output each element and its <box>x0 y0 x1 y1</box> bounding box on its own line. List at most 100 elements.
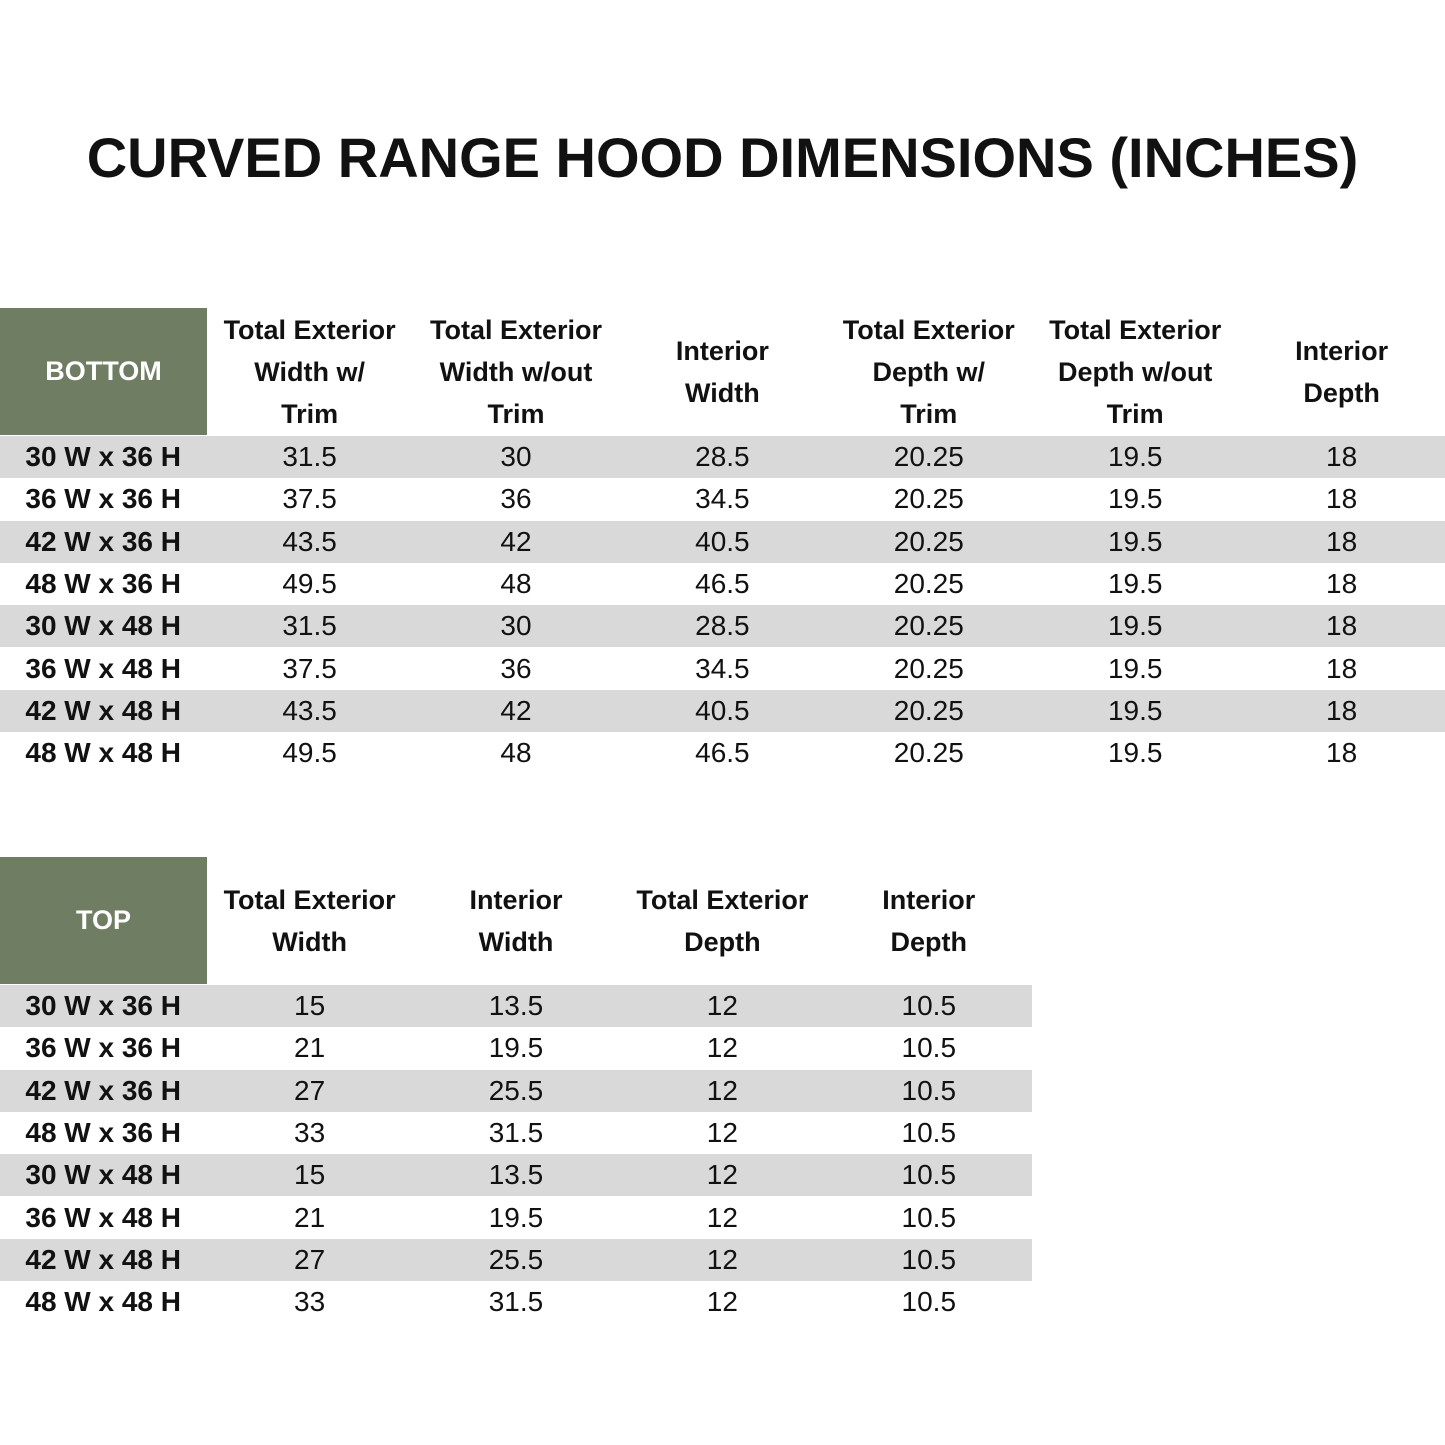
table-cell: 18 <box>1326 483 1358 515</box>
header-line: Width <box>685 377 760 408</box>
header-line: Depth <box>684 926 761 957</box>
page-title: CURVED RANGE HOOD DIMENSIONS (INCHES) <box>86 126 1359 189</box>
table-cell: 10.5 <box>901 1032 957 1064</box>
table-cell: 15 <box>294 990 326 1022</box>
table-cell: 12 <box>706 1074 738 1106</box>
table-cell: 42 <box>500 694 532 726</box>
table-cell: 27 <box>294 1074 326 1106</box>
table-cell: 37.5 <box>282 483 337 515</box>
table-cell: 27 <box>294 1243 326 1275</box>
table-cell: 19.5 <box>1107 483 1163 515</box>
table-cell: 20.25 <box>893 610 964 642</box>
table-label: BOTTOM <box>0 308 207 435</box>
column-header: Total Exterior Width w/Trim <box>206 308 412 435</box>
row-stripe <box>0 689 1445 733</box>
table-cell: 12 <box>706 1243 738 1275</box>
row-stripe <box>0 520 1445 563</box>
header-line: Depth w/out <box>1057 356 1213 387</box>
table-cell: 19.5 <box>1107 610 1163 642</box>
table-cell: 19.5 <box>1107 694 1163 726</box>
table-cell: 30 <box>500 441 532 473</box>
row-label: 42 W x 48 H <box>25 694 182 726</box>
row-label: 36 W x 36 H <box>25 1032 182 1064</box>
table-cell: 12 <box>706 1032 738 1064</box>
table-cell: 34.5 <box>695 652 750 684</box>
table-cell: 21 <box>294 1032 326 1064</box>
table-cell: 13.5 <box>488 1159 544 1191</box>
table-cell: 10.5 <box>901 1159 957 1191</box>
header-line: Width <box>272 926 347 957</box>
table-cell: 48 <box>500 568 532 600</box>
table-cell: 10.5 <box>901 1117 957 1149</box>
column-header: Total Exterior Depth w/out Trim <box>1032 308 1238 435</box>
table-cell: 28.5 <box>695 610 750 642</box>
table-cell: 21 <box>294 1201 326 1233</box>
row-stripe <box>0 1069 1032 1112</box>
table-cell: 42 <box>500 525 532 557</box>
table-cell: 18 <box>1326 610 1358 642</box>
table-cell: 20.25 <box>893 568 964 600</box>
table-cell: 15 <box>294 1159 326 1191</box>
row-label: 36 W x 48 H <box>25 1201 182 1233</box>
row-label: 48 W x 48 H <box>25 737 182 769</box>
table-cell: 12 <box>706 1159 738 1191</box>
table-cell: 10.5 <box>901 990 957 1022</box>
table-cell: 37.5 <box>282 652 337 684</box>
row-label: 30 W x 48 H <box>25 1159 182 1191</box>
header-line: Interior <box>469 884 563 915</box>
row-label: 36 W x 36 H <box>25 483 182 515</box>
row-label: 48 W x 48 H <box>25 1286 182 1318</box>
table-cell: 31.5 <box>282 610 337 642</box>
header-line: Total Exterior <box>1049 314 1222 345</box>
table-cell: 19.5 <box>488 1201 544 1233</box>
row-label: 42 W x 36 H <box>25 525 182 557</box>
table-cell: 19.5 <box>1107 737 1163 769</box>
row-label: 36 W x 48 H <box>25 652 182 684</box>
table-cell: 18 <box>1326 568 1358 600</box>
table-cell: 33 <box>294 1117 326 1149</box>
table-cell: 12 <box>706 1286 738 1318</box>
header-line: Total Exterior <box>223 884 396 915</box>
table-cell: 20.25 <box>893 525 964 557</box>
table-cell: 40.5 <box>695 525 750 557</box>
column-header: Total Exterior Depth <box>619 857 825 984</box>
table-cell: 19.5 <box>1107 652 1163 684</box>
table-cell: 18 <box>1326 441 1358 473</box>
table-cell: 12 <box>706 990 738 1022</box>
row-label: 42 W x 36 H <box>25 1074 182 1106</box>
row-stripe <box>0 1154 1032 1197</box>
table-cell: 10.5 <box>901 1286 957 1318</box>
table-cell: 10.5 <box>901 1243 957 1275</box>
table-cell: 34.5 <box>695 483 750 515</box>
table-cell: 20.25 <box>893 737 964 769</box>
table-cell: 36 <box>500 483 532 515</box>
header-line: Width w/ <box>254 356 365 387</box>
header-line: Depth w/ <box>872 356 986 387</box>
table-cell: 46.5 <box>695 737 750 769</box>
column-header: Interior Width <box>413 857 619 984</box>
header-line: Depth <box>1303 377 1380 408</box>
header-line: Interior <box>675 335 769 366</box>
table-cell: 19.5 <box>1107 525 1163 557</box>
table-cell: 18 <box>1326 525 1358 557</box>
column-header: Total Exterior Width w/out Trim <box>413 308 619 435</box>
header-line: Depth <box>890 926 968 957</box>
table-cell: 19.5 <box>488 1032 544 1064</box>
header-line: Trim <box>900 398 958 429</box>
row-label: 30 W x 36 H <box>25 441 182 473</box>
table-cell: 10.5 <box>901 1074 957 1106</box>
row-label: 30 W x 36 H <box>25 990 182 1022</box>
table-cell: 18 <box>1326 737 1358 769</box>
column-header: Total Exterior Width <box>206 857 412 984</box>
row-label: 30 W x 48 H <box>25 610 182 642</box>
table-cell: 49.5 <box>282 737 337 769</box>
header-line: Trim <box>281 398 339 429</box>
table-cell: 46.5 <box>695 568 750 600</box>
table-cell: 18 <box>1326 694 1358 726</box>
table-cell: 40.5 <box>695 694 750 726</box>
header-line: Total Exterior <box>429 314 603 345</box>
table-cell: 31.5 <box>488 1117 544 1149</box>
table-cell: 31.5 <box>282 441 337 473</box>
row-stripe <box>0 1238 1032 1282</box>
